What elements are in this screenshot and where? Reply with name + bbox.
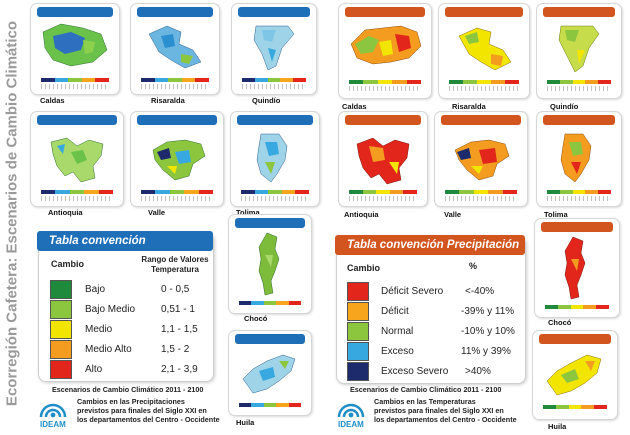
precip-col-range: %	[469, 261, 478, 271]
temp-row-label: Bajo	[85, 284, 106, 295]
precip-row-label: Exceso	[381, 346, 414, 357]
footer-right-heading: Escenarios de Cambio Climático 2011 - 21…	[350, 385, 502, 394]
temp-col-range: Rango de Valores Temperatura	[141, 255, 209, 274]
temp-map-card-risaralda	[438, 3, 530, 99]
temp-row-range: 0 - 0,5	[161, 284, 190, 295]
precip-map-card-antioquia	[30, 111, 124, 207]
temp-label-quindio: Quindío	[550, 102, 579, 111]
temp-label-antioquia: Antioquia	[344, 210, 379, 219]
precip-swatch-deficit-severo	[347, 282, 369, 301]
ideam-logo-text: IDEAM	[40, 420, 66, 429]
precip-label-quindio: Quindío	[252, 96, 281, 105]
ideam-logo-icon	[39, 403, 67, 418]
precip-col-class: Cambio	[347, 263, 381, 273]
side-title: Ecorregión Cafetera: Escenarios de Cambi…	[3, 20, 21, 407]
temp-swatch-bajo-medio	[50, 300, 72, 319]
precip-row-range: 11% y 39%	[461, 346, 511, 357]
precip-map-card-tolima	[230, 111, 320, 207]
precip-map-card-risaralda	[130, 3, 220, 95]
temp-col-class: Cambio	[51, 259, 85, 269]
precip-map-card-huila	[228, 330, 312, 416]
temp-row-label: Medio	[85, 324, 113, 335]
precip-swatch-exceso-severo	[347, 362, 369, 381]
footer-left-line3: previstos para finales del Siglo XXI en	[77, 406, 207, 415]
footer-right-line4: los departamentos del Centro - Occidente	[374, 415, 517, 424]
precip-map-card-valle	[130, 111, 224, 207]
footer-left-line4: los departamentos del Centro - Occidente	[77, 415, 220, 424]
footer-right-line3: previstos para finales del Siglo XXI en	[374, 406, 504, 415]
precip-label-valle: Valle	[148, 208, 166, 217]
precip-map-card-choco	[228, 214, 312, 314]
temp-swatch-medio	[50, 320, 72, 339]
footer-right-line2: Cambios en las Temperaturas	[374, 397, 476, 406]
temp-map-card-choco	[534, 218, 620, 318]
temp-map-card-valle	[434, 111, 528, 207]
precip-row-label: Déficit	[381, 306, 409, 317]
temp-swatch-alto	[50, 360, 72, 379]
temp-row-range: 1,1 - 1,5	[161, 324, 198, 335]
precip-row-label: Normal	[381, 326, 414, 337]
temp-label-huila: Huila	[548, 422, 567, 431]
temp-label-risaralda: Risaralda	[452, 102, 486, 111]
temp-row-label: Medio Alto	[85, 344, 132, 355]
precip-label-risaralda: Risaralda	[151, 96, 185, 105]
precip-label-antioquia: Antioquia	[48, 208, 83, 217]
precip-swatch-deficit	[347, 302, 369, 321]
temp-label-choco: Chocó	[548, 318, 572, 327]
precip-label-huila: Huila	[236, 418, 255, 427]
precip-label-choco: Chocó	[244, 314, 268, 323]
temp-row-label: Alto	[85, 364, 103, 375]
precip-convention-table: Tabla convención Precipitación Cambio % …	[335, 235, 526, 384]
footer-left-line2: Cambios en las Precipitaciones	[77, 397, 185, 406]
precip-row-label: Exceso Severo	[381, 366, 449, 377]
precip-swatch-normal	[347, 322, 369, 341]
footer-left-heading: Escenarios de Cambio Climático 2011 - 21…	[52, 385, 204, 394]
ideam-logo-icon	[337, 403, 365, 418]
temp-map-card-huila	[532, 330, 618, 420]
temp-row-range: 2,1 - 3,9	[161, 364, 198, 375]
temp-map-card-caldas	[338, 3, 432, 99]
precip-row-label: Déficit Severo	[381, 286, 444, 297]
precip-label-tolima: Tolima	[236, 208, 260, 217]
precip-map-card-quindio	[231, 3, 317, 95]
temp-label-valle: Valle	[444, 210, 462, 219]
ideam-logo-text: IDEAM	[338, 420, 364, 429]
precip-swatch-exceso	[347, 342, 369, 361]
temp-label-tolima: Tolima	[544, 210, 568, 219]
precip-map-card-caldas	[30, 3, 120, 95]
precip-row-range: >40%	[465, 366, 491, 377]
temp-swatch-bajo	[50, 280, 72, 299]
temp-row-range: 1,5 - 2	[161, 344, 190, 355]
temp-row-range: 0,51 - 1	[161, 304, 195, 315]
temp-label-caldas: Caldas	[342, 102, 367, 111]
temp-map-card-tolima	[536, 111, 622, 207]
precip-row-range: <-40%	[465, 286, 495, 297]
precip-label-caldas: Caldas	[40, 96, 65, 105]
precip-row-range: -39% y 11%	[461, 306, 515, 317]
temp-swatch-medio-alto	[50, 340, 72, 359]
precip-table-title: Tabla convención Precipitación	[335, 235, 525, 255]
precip-row-range: -10% y 10%	[461, 326, 515, 337]
temp-map-card-antioquia	[338, 111, 428, 207]
temp-row-label: Bajo Medio	[85, 304, 136, 315]
temp-map-card-quindio	[536, 3, 622, 99]
temp-table-title: Tabla convención Temperatura	[37, 231, 213, 267]
temp-convention-table: Tabla convención Temperatura Cambio Rang…	[37, 231, 214, 382]
